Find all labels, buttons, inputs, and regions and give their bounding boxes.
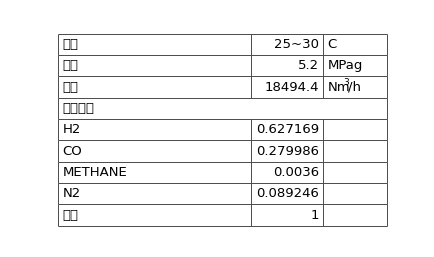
Text: 摩尔组成: 摩尔组成 xyxy=(62,102,94,115)
Text: /h: /h xyxy=(348,81,360,94)
Text: 5.2: 5.2 xyxy=(297,59,319,72)
Text: 压力: 压力 xyxy=(62,59,78,72)
Text: 温度: 温度 xyxy=(62,38,78,51)
Text: C: C xyxy=(327,38,336,51)
Text: MPag: MPag xyxy=(327,59,362,72)
Text: 0.627169: 0.627169 xyxy=(256,123,319,136)
Text: CO: CO xyxy=(62,145,82,158)
Text: METHANE: METHANE xyxy=(62,166,127,179)
Text: 0.279986: 0.279986 xyxy=(256,145,319,158)
Text: 18494.4: 18494.4 xyxy=(264,81,319,94)
Text: H2: H2 xyxy=(62,123,81,136)
Text: 流量: 流量 xyxy=(62,81,78,94)
Text: 25~30: 25~30 xyxy=(273,38,319,51)
Text: 合计: 合计 xyxy=(62,209,78,222)
Text: 1: 1 xyxy=(310,209,319,222)
Text: N2: N2 xyxy=(62,187,81,200)
Text: Nm: Nm xyxy=(327,81,349,94)
Text: 0.0036: 0.0036 xyxy=(273,166,319,179)
Text: 0.089246: 0.089246 xyxy=(256,187,319,200)
Text: 3: 3 xyxy=(343,78,349,87)
